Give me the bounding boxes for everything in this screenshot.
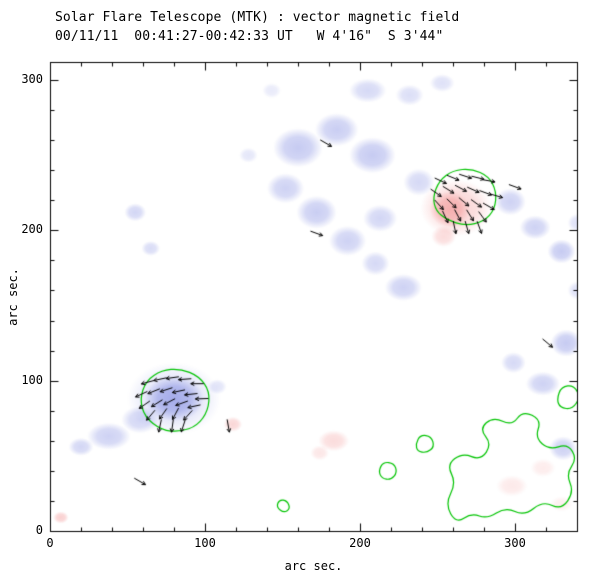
plot-subtitle: 00/11/11 00:41:27-00:42:33 UT W 4'16" S … <box>55 29 444 44</box>
x-tick-label: 0 <box>46 536 54 550</box>
x-axis-label: arc sec. <box>284 559 343 573</box>
y-axis-label: arc sec. <box>6 268 20 326</box>
plot-title: Solar Flare Telescope (MTK) : vector mag… <box>55 10 460 25</box>
x-tick-label: 200 <box>349 536 371 550</box>
y-tick-label: 300 <box>21 72 43 87</box>
y-tick-label: 200 <box>21 222 43 237</box>
y-tick-label: 0 <box>35 523 43 537</box>
x-tick-label: 100 <box>194 536 216 550</box>
y-tick-label: 100 <box>21 372 43 387</box>
x-tick-label: 300 <box>504 536 526 550</box>
